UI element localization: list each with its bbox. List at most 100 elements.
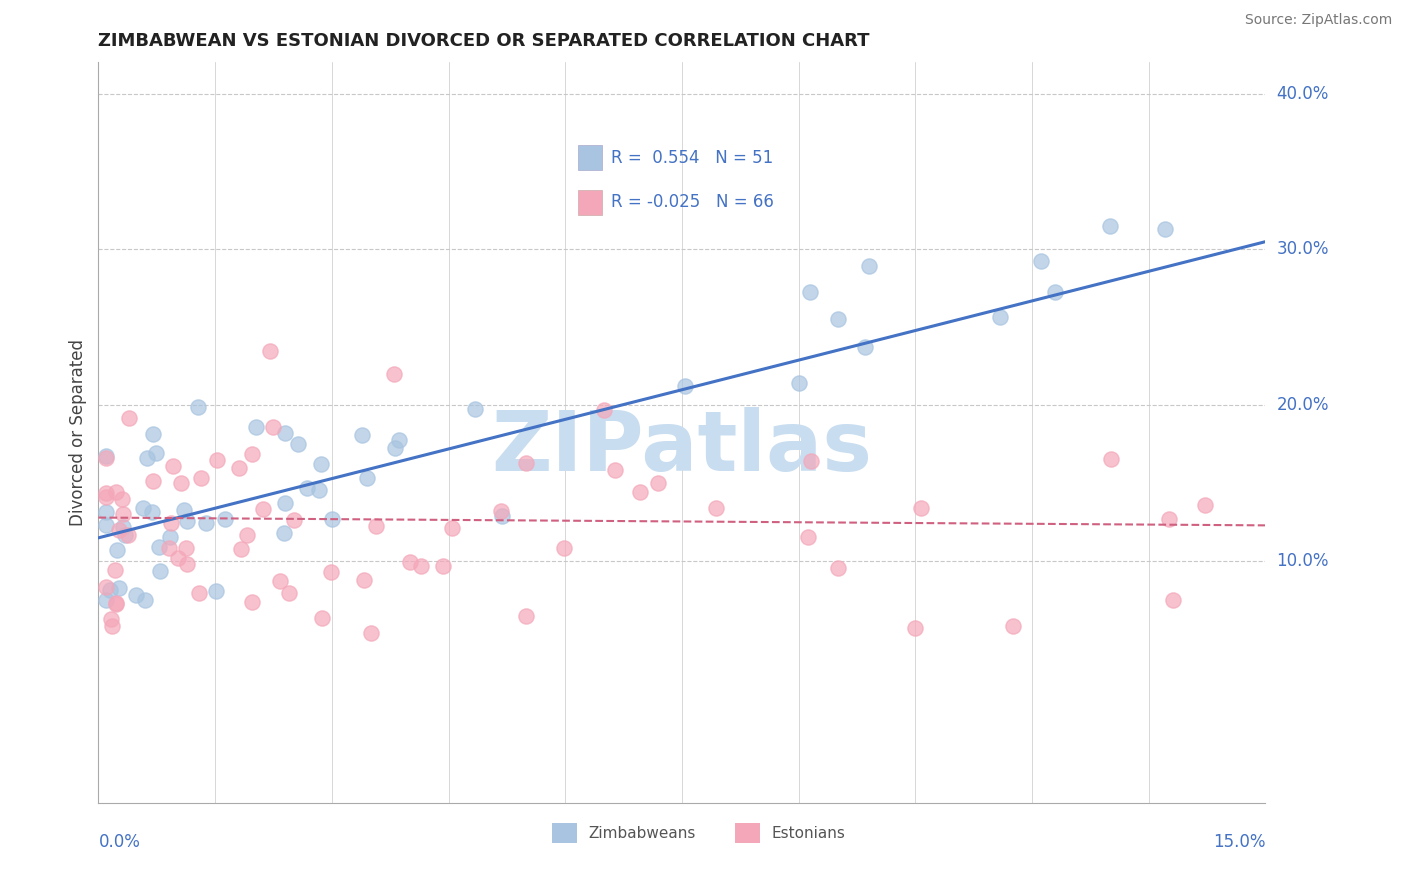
Point <box>136 450 159 465</box>
Point <box>673 378 696 392</box>
Text: R = -0.025   N = 66: R = -0.025 N = 66 <box>612 194 775 211</box>
Point <box>1161 593 1184 607</box>
Point <box>593 402 616 417</box>
Text: Zimbabweans: Zimbabweans <box>588 826 696 840</box>
Point <box>350 427 373 442</box>
Point <box>132 501 155 516</box>
Point <box>628 484 651 499</box>
Point <box>274 426 297 441</box>
Point <box>464 402 486 417</box>
Point <box>904 621 927 635</box>
Point <box>104 596 127 610</box>
Point <box>827 312 849 326</box>
Bar <box>578 145 602 170</box>
Point <box>242 447 264 461</box>
Point <box>491 504 513 518</box>
Point <box>797 531 820 545</box>
Text: 10.0%: 10.0% <box>1277 552 1329 570</box>
Point <box>308 483 330 497</box>
Point <box>236 528 259 542</box>
Point <box>605 463 627 477</box>
Point <box>252 501 274 516</box>
Point <box>118 410 141 425</box>
Point <box>388 433 411 447</box>
Point <box>145 446 167 460</box>
Point <box>149 564 172 578</box>
Point <box>160 516 183 530</box>
Point <box>269 574 291 589</box>
Point <box>274 496 297 510</box>
Point <box>96 593 118 607</box>
Point <box>195 516 218 530</box>
Point <box>295 481 318 495</box>
Point <box>228 461 250 475</box>
Text: 0.0%: 0.0% <box>98 833 141 851</box>
Point <box>360 625 382 640</box>
Y-axis label: Divorced or Separated: Divorced or Separated <box>69 339 87 526</box>
Point <box>384 441 406 455</box>
Point <box>96 505 118 519</box>
Point <box>229 541 252 556</box>
Text: 30.0%: 30.0% <box>1277 241 1329 259</box>
Point <box>107 582 129 596</box>
Point <box>515 608 537 623</box>
Point <box>242 595 264 609</box>
Point <box>117 527 139 541</box>
Point <box>176 557 198 571</box>
Point <box>245 419 267 434</box>
Point <box>827 560 849 574</box>
Point <box>114 528 136 542</box>
Point <box>159 530 181 544</box>
Point <box>287 437 309 451</box>
Point <box>111 508 134 522</box>
Point <box>799 285 821 299</box>
Point <box>104 563 127 577</box>
Point <box>1194 498 1216 512</box>
Point <box>1099 451 1122 466</box>
Point <box>910 500 932 515</box>
Point <box>176 514 198 528</box>
Point <box>853 340 876 354</box>
Point <box>283 512 305 526</box>
Point <box>173 503 195 517</box>
Point <box>205 453 228 467</box>
Point <box>167 551 190 566</box>
Point <box>309 458 332 472</box>
Point <box>704 500 727 515</box>
Bar <box>578 190 602 215</box>
Point <box>96 580 118 594</box>
Text: ZIMBABWEAN VS ESTONIAN DIVORCED OR SEPARATED CORRELATION CHART: ZIMBABWEAN VS ESTONIAN DIVORCED OR SEPAR… <box>98 32 870 50</box>
Point <box>214 512 236 526</box>
Point <box>259 343 281 358</box>
Point <box>96 486 118 500</box>
Point <box>988 310 1011 324</box>
Text: R =  0.554   N = 51: R = 0.554 N = 51 <box>612 149 773 167</box>
Point <box>787 376 810 390</box>
Point <box>1157 512 1180 526</box>
Point <box>1153 221 1175 235</box>
Point <box>353 573 375 587</box>
Point <box>1045 285 1067 300</box>
Point <box>647 475 669 490</box>
Point <box>96 450 118 464</box>
Point <box>104 485 127 500</box>
Point <box>187 400 209 414</box>
Point <box>273 525 295 540</box>
Point <box>170 476 193 491</box>
Point <box>125 588 148 602</box>
Point <box>98 583 121 598</box>
Point <box>321 511 343 525</box>
Point <box>141 505 163 519</box>
Point <box>432 559 454 574</box>
Text: 40.0%: 40.0% <box>1277 85 1329 103</box>
Point <box>1029 254 1052 268</box>
Point <box>174 541 197 555</box>
Point <box>440 521 463 535</box>
Point <box>100 618 122 632</box>
Point <box>491 508 513 523</box>
Text: Source: ZipAtlas.com: Source: ZipAtlas.com <box>1244 13 1392 28</box>
Point <box>134 593 156 607</box>
Point <box>262 419 284 434</box>
Point <box>96 490 118 504</box>
Point <box>105 543 128 558</box>
